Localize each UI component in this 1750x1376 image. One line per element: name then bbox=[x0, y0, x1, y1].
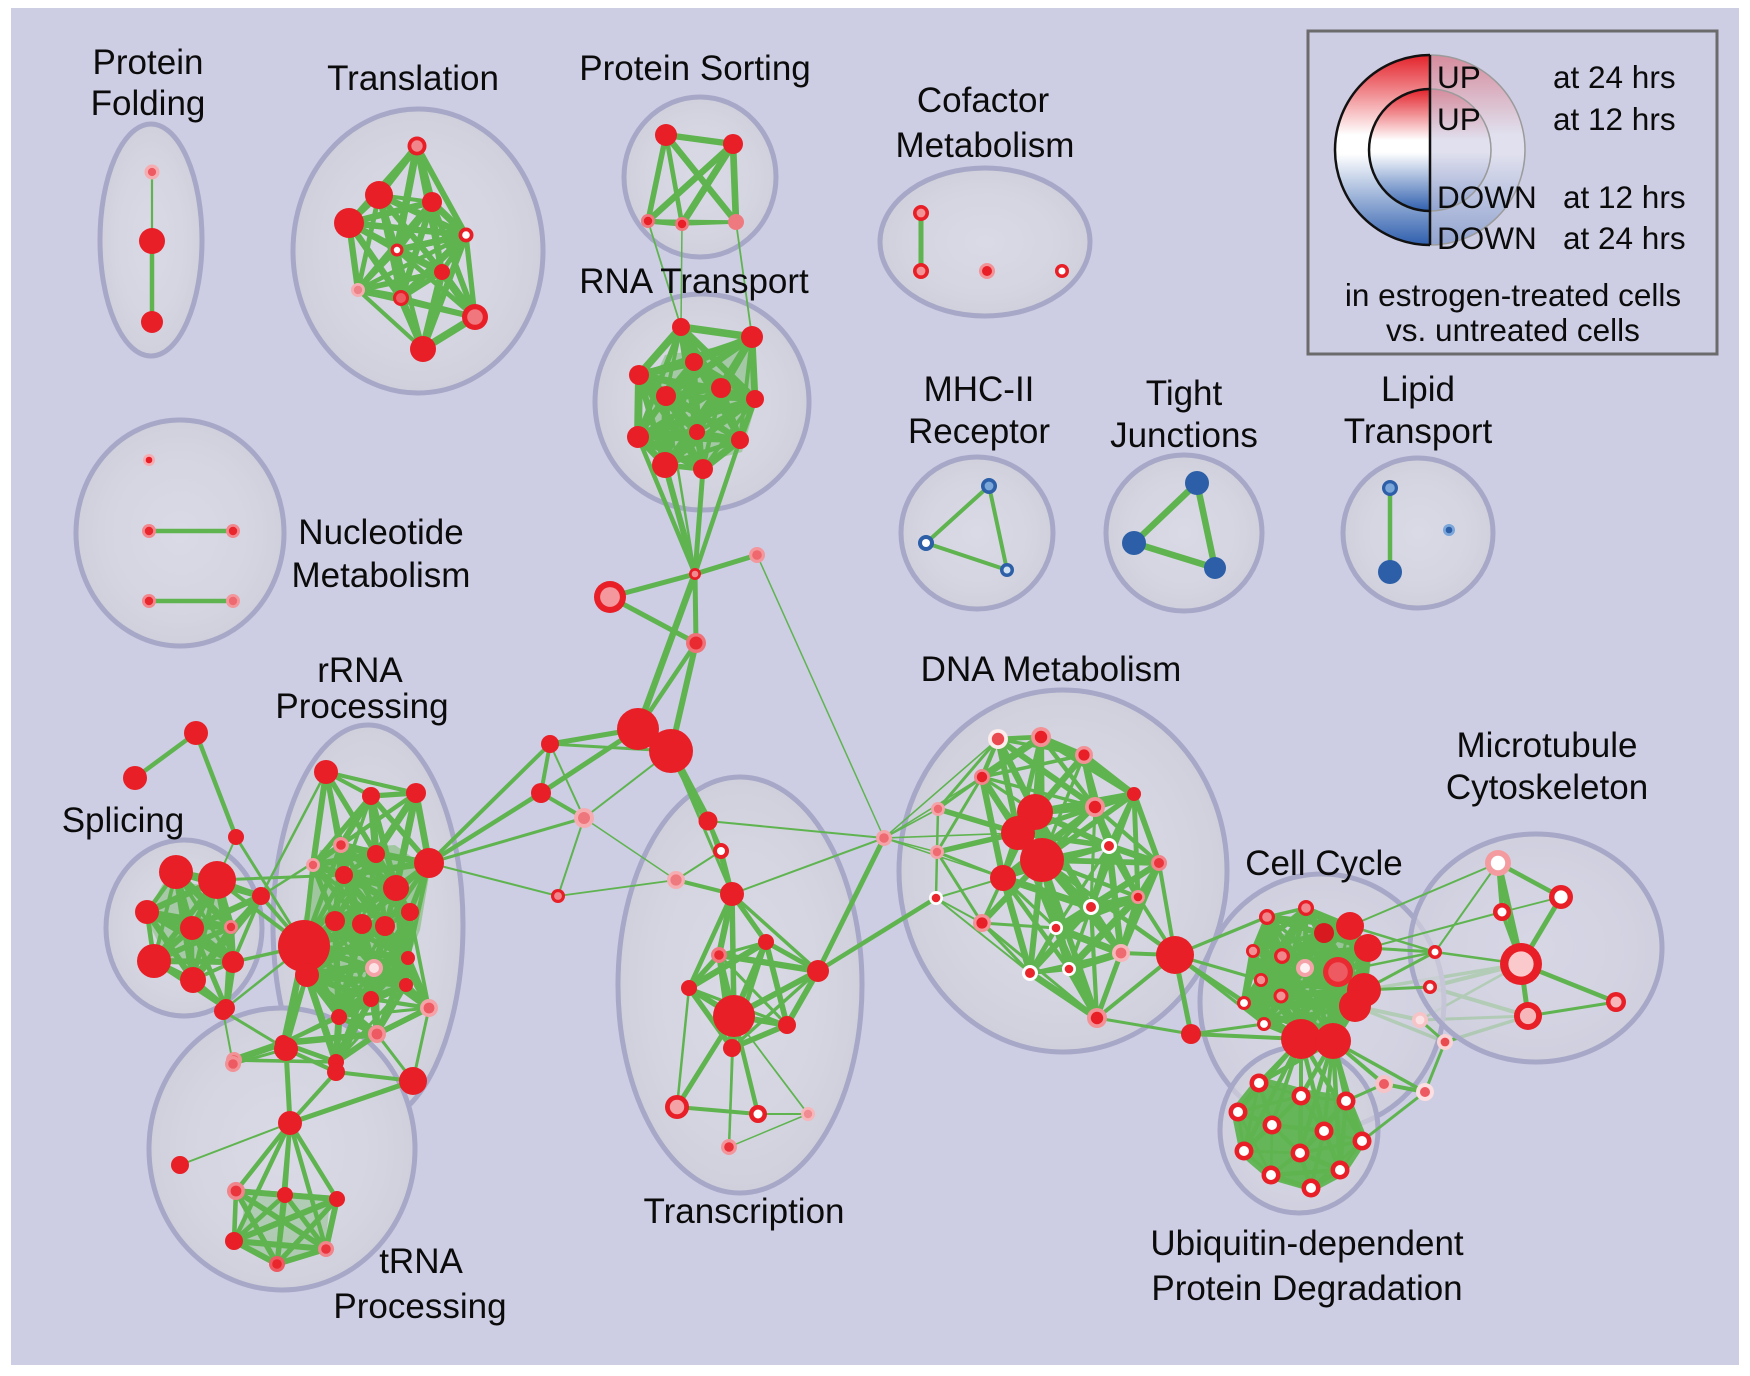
svg-text:MHC-II: MHC-II bbox=[924, 370, 1035, 409]
svg-text:Cofactor: Cofactor bbox=[917, 81, 1050, 120]
svg-text:Protein: Protein bbox=[93, 43, 204, 82]
svg-text:Metabolism: Metabolism bbox=[292, 556, 471, 595]
svg-text:Translation: Translation bbox=[327, 59, 499, 98]
svg-text:UP: UP bbox=[1437, 59, 1481, 95]
svg-text:RNA Transport: RNA Transport bbox=[579, 262, 809, 301]
svg-text:Receptor: Receptor bbox=[908, 412, 1050, 451]
svg-text:DOWN: DOWN bbox=[1437, 179, 1537, 215]
svg-text:Microtubule: Microtubule bbox=[1457, 726, 1638, 765]
svg-text:at 12 hrs: at 12 hrs bbox=[1563, 179, 1686, 215]
svg-text:DOWN: DOWN bbox=[1437, 220, 1537, 256]
svg-text:Nucleotide: Nucleotide bbox=[298, 513, 463, 552]
svg-text:Cytoskeleton: Cytoskeleton bbox=[1446, 768, 1648, 807]
svg-text:Metabolism: Metabolism bbox=[896, 126, 1075, 165]
svg-text:Processing: Processing bbox=[275, 687, 448, 726]
svg-text:rRNA: rRNA bbox=[317, 651, 403, 690]
svg-text:at 24 hrs: at 24 hrs bbox=[1553, 59, 1676, 95]
svg-text:vs. untreated cells: vs. untreated cells bbox=[1386, 312, 1640, 348]
svg-text:Processing: Processing bbox=[333, 1287, 506, 1326]
svg-text:at 24 hrs: at 24 hrs bbox=[1563, 220, 1686, 256]
svg-text:UP: UP bbox=[1437, 101, 1481, 137]
svg-text:Protein Degradation: Protein Degradation bbox=[1151, 1269, 1462, 1308]
svg-text:Cell Cycle: Cell Cycle bbox=[1245, 844, 1403, 883]
svg-text:Transport: Transport bbox=[1344, 412, 1493, 451]
svg-text:at 12 hrs: at 12 hrs bbox=[1553, 101, 1676, 137]
svg-text:Ubiquitin-dependent: Ubiquitin-dependent bbox=[1150, 1224, 1464, 1263]
svg-text:Splicing: Splicing bbox=[62, 801, 185, 840]
svg-text:DNA Metabolism: DNA Metabolism bbox=[921, 650, 1182, 689]
svg-text:Tight: Tight bbox=[1146, 374, 1223, 413]
svg-text:Junctions: Junctions bbox=[1110, 416, 1258, 455]
svg-text:tRNA: tRNA bbox=[379, 1242, 463, 1281]
svg-text:Lipid: Lipid bbox=[1381, 370, 1455, 409]
svg-text:Protein Sorting: Protein Sorting bbox=[579, 49, 811, 88]
svg-text:Transcription: Transcription bbox=[644, 1192, 845, 1231]
svg-text:Folding: Folding bbox=[91, 84, 206, 123]
svg-text:in estrogen-treated cells: in estrogen-treated cells bbox=[1345, 277, 1681, 313]
